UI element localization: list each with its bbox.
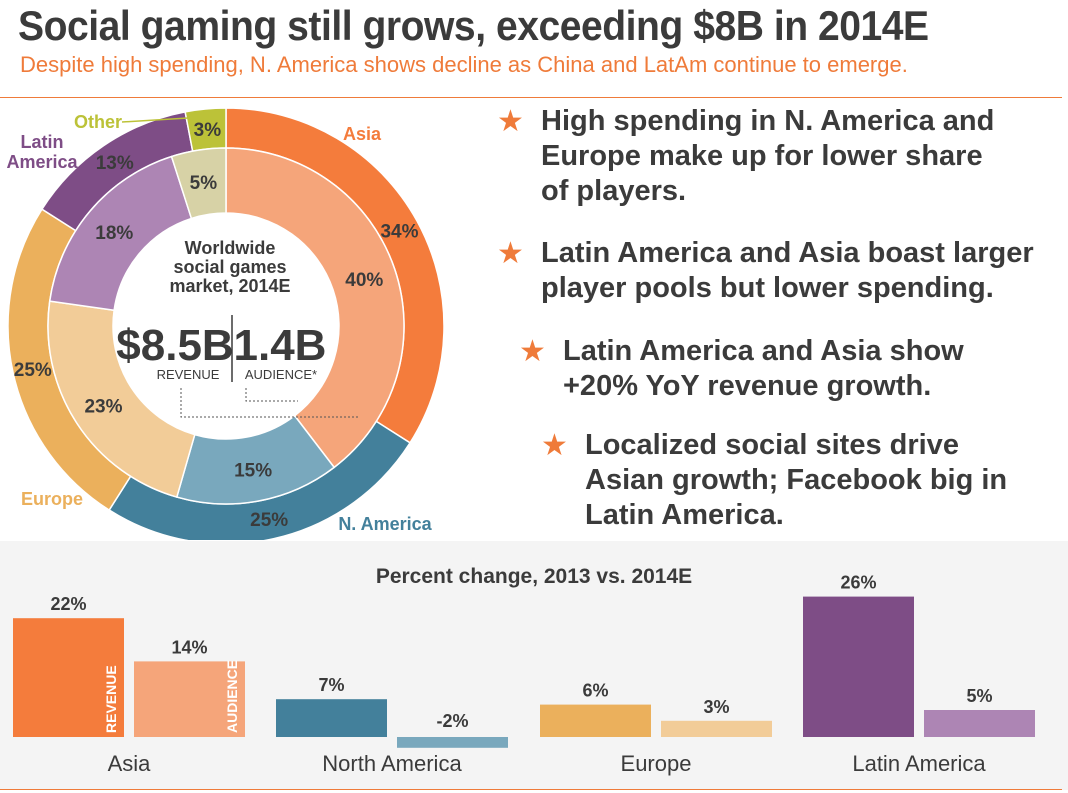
bar-asia-audience <box>134 661 245 737</box>
category-label: Asia <box>108 751 152 776</box>
bar-namerica-audience <box>397 737 508 748</box>
star-icon: ★ <box>497 105 524 138</box>
bullet-text: Latin America and Asia show +20% YoY rev… <box>563 335 964 402</box>
donut-value-label: 15% <box>234 460 272 481</box>
donut-value-label: 23% <box>84 396 122 417</box>
bar-chart-title: Percent change, 2013 vs. 2014E <box>376 565 692 588</box>
revenue-total: $8.5B <box>116 321 233 370</box>
audience-total: 1.4B <box>234 321 327 370</box>
donut-value-label: 13% <box>96 153 134 174</box>
series-label-revenue: REVENUE <box>103 665 119 733</box>
bar-value-label: 3% <box>703 697 729 717</box>
category-label: North America <box>322 751 462 776</box>
bar-value-label: 26% <box>840 573 876 593</box>
star-icon: ★ <box>519 335 546 368</box>
donut-center-title: Worldwide <box>185 238 276 258</box>
donut-value-label: 3% <box>194 120 222 141</box>
bar-europe-audience <box>661 720 772 737</box>
bullet-point: ★ Latin America and Asia show +20% YoY r… <box>519 334 1039 404</box>
donut-center-title: market, 2014E <box>169 276 290 296</box>
donut-value-label: 25% <box>14 360 52 381</box>
bar-value-label: 6% <box>582 681 608 701</box>
bullet-point: ★ Latin America and Asia boast larger pl… <box>497 236 1037 306</box>
top-divider <box>0 97 1062 98</box>
star-icon: ★ <box>497 237 524 270</box>
donut-value-label: 5% <box>190 173 218 194</box>
bar-europe-revenue <box>540 704 651 737</box>
bar-value-label: 5% <box>966 686 992 706</box>
page-subtitle: Despite high spending, N. America shows … <box>20 52 908 77</box>
donut-slice-audience-asia <box>225 147 405 469</box>
bottom-divider <box>0 789 1062 790</box>
bar-asia-revenue <box>13 618 124 737</box>
donut-center-title: social games <box>173 257 286 277</box>
region-label-other: Other <box>74 112 122 132</box>
page-title: Social gaming still grows, exceeding $8B… <box>18 2 929 49</box>
category-label: Latin America <box>852 751 986 776</box>
percent-change-bar-chart: Percent change, 2013 vs. 2014E 22% REVENUE… <box>13 565 1035 776</box>
bar-value-label: 7% <box>318 675 344 695</box>
bullet-text: High spending in N. America and Europe m… <box>541 105 995 207</box>
region-label-europe: Europe <box>21 489 83 509</box>
bar-value-label: -2% <box>436 711 468 731</box>
audience-callout-line <box>245 388 298 402</box>
revenue-callout-line <box>180 388 360 418</box>
bar-latam-audience <box>924 710 1035 737</box>
donut-slice-audience-other <box>170 147 227 220</box>
region-label-latam: Latin America <box>6 132 78 172</box>
bar-latam-revenue <box>803 596 914 737</box>
bullet-point: ★ Localized social sites drive Asian gro… <box>541 428 1021 533</box>
bullet-text: Latin America and Asia boast larger play… <box>541 237 1034 304</box>
donut-value-label: 18% <box>95 223 133 244</box>
bullet-text: Localized social sites drive Asian growt… <box>585 429 1008 531</box>
donut-value-label: 40% <box>345 270 383 291</box>
region-label-namerica: N. America <box>338 514 432 534</box>
audience-caption: AUDIENCE* <box>245 367 317 382</box>
bar-value-label: 14% <box>171 637 207 657</box>
donut-chart: 34% 25% 25% 13% 3% 40% 15% 23% 18% 5% Asia N. Ameri… <box>6 107 445 540</box>
category-label: Europe <box>621 751 692 776</box>
series-label-audience: AUDIENCE <box>224 660 240 733</box>
other-leader-line <box>121 117 189 123</box>
donut-value-label: 25% <box>250 510 288 531</box>
bar-value-label: 22% <box>50 594 86 614</box>
region-label-asia: Asia <box>343 124 382 144</box>
bar-namerica-revenue <box>276 699 387 737</box>
bullet-point: ★ High spending in N. America and Europe… <box>497 104 1017 209</box>
revenue-caption: REVENUE <box>157 367 220 382</box>
star-icon: ★ <box>541 429 568 462</box>
donut-value-label: 34% <box>380 222 418 243</box>
